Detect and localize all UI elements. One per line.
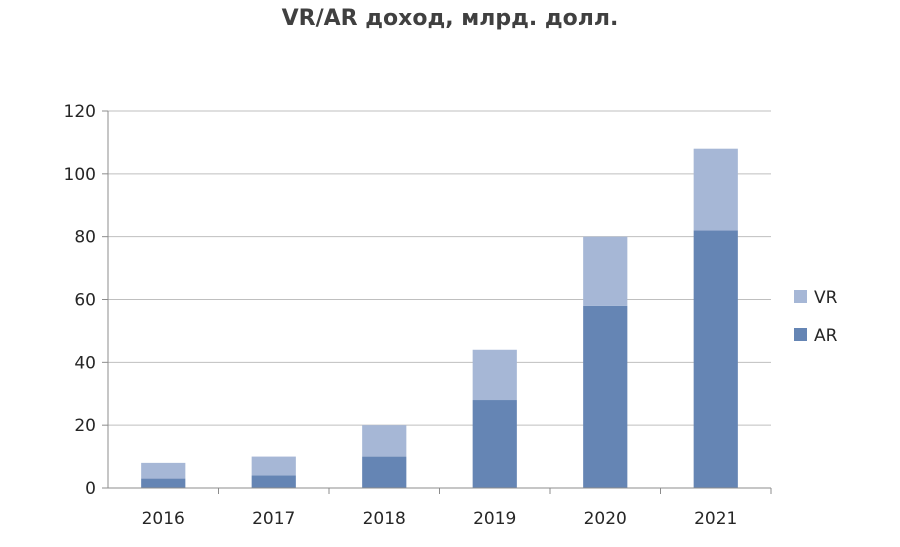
y-tick-label: 100 bbox=[64, 165, 96, 185]
y-tick-label: 0 bbox=[85, 479, 96, 499]
bar-ar-2018 bbox=[362, 456, 407, 488]
y-tick-labels: 0 20 40 60 80 100 120 bbox=[64, 102, 96, 499]
legend: VR AR bbox=[794, 288, 838, 346]
y-tick-label: 20 bbox=[74, 416, 96, 436]
gridlines bbox=[108, 110, 771, 426]
bars bbox=[141, 148, 738, 488]
y-tick-label: 40 bbox=[74, 353, 96, 373]
bar-vr-2016 bbox=[141, 462, 186, 479]
bar-vr-2018 bbox=[362, 425, 407, 457]
chart-title: VR/AR доход, млрд. долл. bbox=[281, 6, 619, 31]
y-tick-label: 60 bbox=[74, 291, 96, 311]
bar-ar-2021 bbox=[693, 230, 738, 488]
x-tick-label: 2020 bbox=[584, 509, 627, 529]
x-tick-label: 2016 bbox=[142, 509, 185, 529]
bar-ar-2019 bbox=[472, 400, 517, 488]
bar-vr-2021 bbox=[693, 148, 738, 231]
bar-vr-2019 bbox=[472, 349, 517, 401]
legend-label-ar: AR bbox=[814, 326, 838, 346]
axes bbox=[102, 110, 772, 494]
x-tick-label: 2021 bbox=[694, 509, 737, 529]
bar-ar-2020 bbox=[583, 305, 628, 488]
y-tick-label: 120 bbox=[64, 102, 96, 122]
y-tick-label: 80 bbox=[74, 228, 96, 248]
x-tick-label: 2018 bbox=[363, 509, 406, 529]
legend-swatch-vr bbox=[794, 290, 807, 303]
x-tick-label: 2017 bbox=[252, 509, 295, 529]
legend-label-vr: VR bbox=[814, 288, 838, 308]
bar-ar-2017 bbox=[251, 475, 296, 488]
bar-vr-2020 bbox=[583, 236, 628, 306]
bar-ar-2016 bbox=[141, 478, 186, 488]
bar-vr-2017 bbox=[251, 456, 296, 476]
x-tick-label: 2019 bbox=[473, 509, 516, 529]
legend-swatch-ar bbox=[794, 328, 807, 341]
x-tick-labels: 2016 2017 2018 2019 2020 2021 bbox=[142, 509, 738, 529]
